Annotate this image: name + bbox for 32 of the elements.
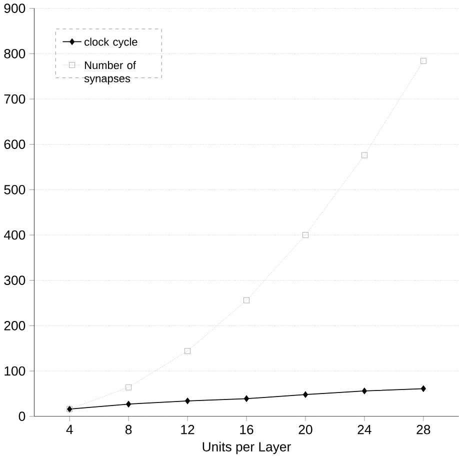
point xyxy=(420,386,426,392)
point xyxy=(184,348,190,354)
x-axis-title: Units per Layer xyxy=(202,442,291,454)
x-tick-label: 16 xyxy=(240,425,254,434)
x-tick-label: 4 xyxy=(66,425,73,434)
y-tick-label: 100 xyxy=(4,366,26,376)
y-tick-label: 0 xyxy=(18,412,26,422)
y-tick-label: 800 xyxy=(4,49,26,58)
legend-label: clock cycle xyxy=(84,38,138,48)
legend-label: Number of synapses xyxy=(84,61,136,85)
y-tick-label: 400 xyxy=(4,230,26,240)
x-tick-label: 24 xyxy=(358,425,372,434)
y-tick-label: 500 xyxy=(4,185,26,194)
point xyxy=(126,384,132,390)
point xyxy=(362,388,367,394)
point xyxy=(126,401,132,408)
point xyxy=(244,297,250,304)
point xyxy=(185,398,190,404)
y-tick-label: 300 xyxy=(4,276,26,286)
x-tick-label: 8 xyxy=(125,425,132,434)
x-tick-label: 28 xyxy=(416,425,430,434)
point xyxy=(420,58,426,64)
y-tick-label: 900 xyxy=(4,4,26,14)
x-tick-label: 20 xyxy=(298,425,312,434)
point xyxy=(244,396,249,402)
y-tick-label: 700 xyxy=(4,94,26,104)
y-tick-label: 600 xyxy=(4,140,26,150)
y-tick-label: 200 xyxy=(4,321,26,330)
point xyxy=(302,392,308,398)
point xyxy=(302,232,308,238)
x-tick-label: 12 xyxy=(181,425,194,434)
point xyxy=(361,152,368,158)
